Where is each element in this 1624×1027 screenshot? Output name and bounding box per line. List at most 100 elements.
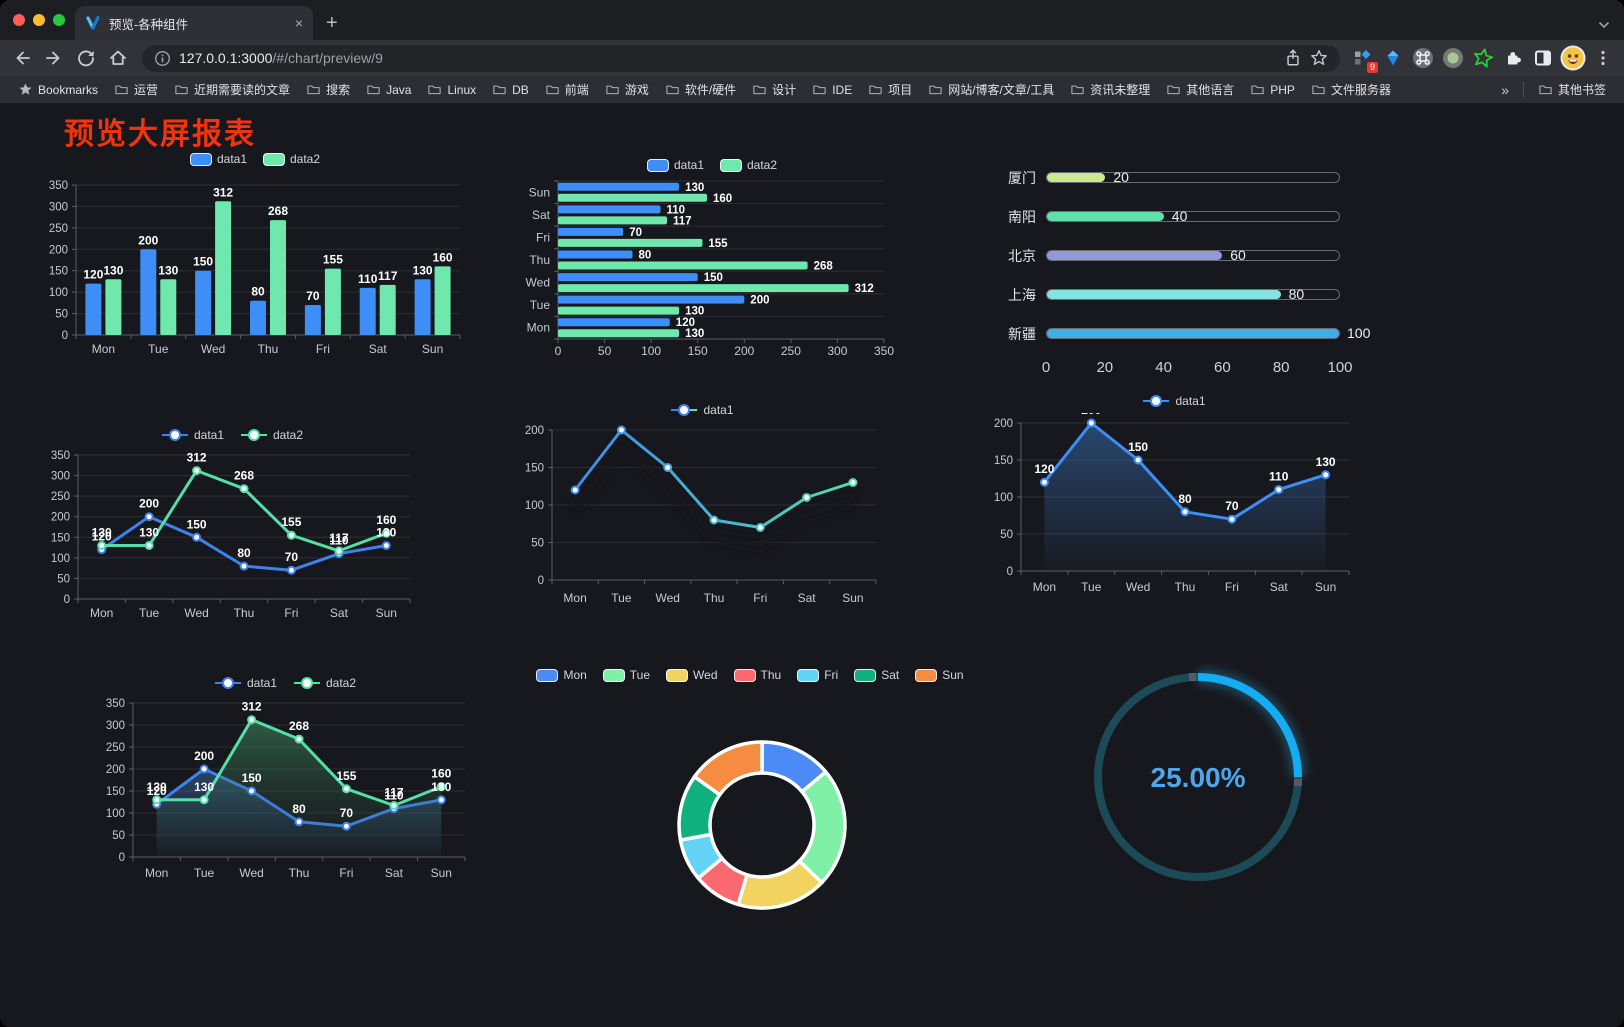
extension-green-dot-circle-icon[interactable] bbox=[1440, 45, 1466, 71]
legend-item[interactable]: data2 bbox=[240, 428, 303, 442]
svg-text:160: 160 bbox=[433, 250, 453, 264]
progress-fill bbox=[1047, 329, 1339, 338]
split-square-icon[interactable] bbox=[1530, 45, 1556, 71]
bookmark-folder[interactable]: PHP bbox=[1242, 82, 1303, 97]
bookmarks-overflow-chevron[interactable]: » bbox=[1501, 81, 1509, 98]
extension-green-star-icon[interactable] bbox=[1470, 45, 1496, 71]
legend-swatch bbox=[536, 668, 559, 682]
svg-text:130: 130 bbox=[158, 263, 178, 277]
progress-label: 北京 bbox=[1008, 247, 1036, 264]
legend-item[interactable]: data1 bbox=[670, 403, 734, 417]
svg-text:150: 150 bbox=[49, 266, 68, 278]
progress-axis: 0 20 40 60 80 100 bbox=[1041, 359, 1353, 376]
legend-item[interactable]: Sun bbox=[915, 668, 964, 682]
reload-button[interactable] bbox=[72, 44, 100, 72]
legend-item[interactable]: Tue bbox=[602, 668, 650, 682]
bookmark-star-icon[interactable] bbox=[1310, 49, 1328, 67]
home-button[interactable] bbox=[104, 44, 132, 72]
progress-row: 北京 60 bbox=[1000, 236, 1340, 275]
bookmark-folder[interactable]: 设计 bbox=[744, 81, 804, 98]
legend-item[interactable]: data1 bbox=[1142, 394, 1206, 408]
legend-item[interactable]: data1 bbox=[214, 676, 277, 690]
extension-grid-diamond-icon[interactable]: 9 bbox=[1350, 45, 1378, 73]
close-window-button[interactable] bbox=[13, 14, 25, 26]
legend-item[interactable]: Thu bbox=[733, 668, 781, 682]
folder-icon bbox=[546, 85, 559, 95]
legend-item[interactable]: Wed bbox=[666, 668, 718, 682]
address-bar[interactable]: 127.0.0.1:3000/#/chart/preview/9 bbox=[142, 44, 1340, 72]
svg-text:200: 200 bbox=[525, 425, 544, 437]
back-button[interactable] bbox=[8, 44, 36, 72]
legend-item[interactable]: data2 bbox=[720, 158, 777, 172]
svg-text:300: 300 bbox=[49, 201, 68, 213]
bookmark-folder[interactable]: Java bbox=[358, 82, 419, 97]
svg-text:Wed: Wed bbox=[239, 866, 263, 880]
svg-text:120: 120 bbox=[147, 784, 167, 798]
svg-text:130: 130 bbox=[685, 328, 704, 340]
single-area-chart: data1 0 50 100 150 200 Mon Tue Wed Thu Fri Sat Sun 12… bbox=[985, 391, 1363, 606]
svg-text:268: 268 bbox=[268, 204, 288, 218]
svg-text:Wed: Wed bbox=[184, 606, 208, 620]
bookmark-folder[interactable]: Linux bbox=[419, 82, 484, 97]
bookmark-folder[interactable]: 资讯未整理 bbox=[1062, 81, 1158, 98]
profile-emoji-avatar[interactable] bbox=[1560, 45, 1586, 71]
legend-item[interactable]: data2 bbox=[263, 152, 320, 166]
site-info-icon[interactable] bbox=[154, 50, 171, 67]
svg-text:Sun: Sun bbox=[529, 185, 550, 199]
svg-text:Sat: Sat bbox=[330, 606, 349, 620]
line-svg: 0 50 100 150 200 Mon Tue Wed Thu Fri Sat Sun bbox=[525, 425, 877, 605]
legend-item[interactable]: Mon bbox=[536, 668, 587, 682]
svg-text:130: 130 bbox=[139, 526, 159, 540]
bookmark-folder[interactable]: 项目 bbox=[860, 81, 920, 98]
svg-text:350: 350 bbox=[106, 698, 125, 710]
share-icon[interactable] bbox=[1284, 49, 1302, 67]
bookmark-folder[interactable]: 网站/博客/文章/工具 bbox=[920, 81, 1062, 98]
zoom-window-button[interactable] bbox=[53, 14, 65, 26]
svg-text:120: 120 bbox=[676, 317, 695, 329]
svg-text:150: 150 bbox=[1128, 440, 1148, 454]
bookmark-folder[interactable]: 运营 bbox=[106, 81, 166, 98]
new-tab-button[interactable]: + bbox=[326, 12, 338, 34]
tab-search-chevron-icon[interactable] bbox=[1598, 16, 1610, 34]
legend-label: data1 bbox=[216, 152, 247, 166]
svg-text:70: 70 bbox=[629, 227, 642, 239]
legend-label: data2 bbox=[326, 676, 357, 690]
bookmark-folder[interactable]: IDE bbox=[804, 82, 860, 97]
forward-button[interactable] bbox=[40, 44, 68, 72]
bookmarks-root-item[interactable]: Bookmarks bbox=[10, 82, 106, 97]
svg-text:70: 70 bbox=[1225, 499, 1239, 513]
bookmark-folder[interactable]: 软件/硬件 bbox=[657, 81, 744, 98]
legend-item[interactable]: data1 bbox=[646, 158, 704, 172]
extension-blue-gem-icon[interactable] bbox=[1380, 45, 1406, 71]
svg-text:300: 300 bbox=[51, 471, 70, 483]
browser-tab[interactable]: 预览-各种组件 × bbox=[75, 6, 313, 40]
chart-legend: data1 data2 bbox=[42, 425, 422, 445]
svg-text:268: 268 bbox=[289, 719, 309, 733]
bookmark-folder[interactable]: 其他语言 bbox=[1158, 81, 1242, 98]
bookmark-folder[interactable]: 近期需要读的文章 bbox=[166, 81, 298, 98]
bookmark-folder[interactable]: 前端 bbox=[537, 81, 597, 98]
legend-item[interactable]: Fri bbox=[797, 668, 838, 682]
tab-close-icon[interactable]: × bbox=[294, 15, 303, 31]
minimize-window-button[interactable] bbox=[33, 14, 45, 26]
bookmark-folder[interactable]: DB bbox=[484, 82, 537, 97]
extensions-puzzle-icon[interactable] bbox=[1500, 45, 1526, 71]
svg-text:160: 160 bbox=[713, 193, 732, 205]
legend-label: data1 bbox=[246, 676, 277, 690]
svg-text:117: 117 bbox=[329, 531, 349, 545]
legend-item[interactable]: data2 bbox=[293, 676, 356, 690]
svg-text:200: 200 bbox=[138, 233, 158, 247]
progress-fill bbox=[1047, 251, 1223, 260]
bookmark-folder[interactable]: 游戏 bbox=[597, 81, 657, 98]
bookmark-folder[interactable]: 搜索 bbox=[298, 81, 358, 98]
legend-item[interactable]: data1 bbox=[189, 152, 247, 166]
browser-menu-dots-icon[interactable] bbox=[1590, 45, 1616, 71]
url-text[interactable]: 127.0.0.1:3000/#/chart/preview/9 bbox=[179, 50, 1276, 66]
bookmark-folder[interactable]: 文件服务器 bbox=[1303, 81, 1399, 98]
legend-item[interactable]: Sat bbox=[854, 668, 899, 682]
legend-item[interactable]: data1 bbox=[161, 428, 224, 442]
svg-text:200: 200 bbox=[49, 244, 68, 256]
extension-command-circle-icon[interactable] bbox=[1410, 45, 1436, 71]
bookmark-folder-list: 运营 近期需要读的文章 搜索 Java Linux DB 前端 游戏 软件/硬件 设计 IDE 项目网… bbox=[106, 81, 1493, 98]
other-bookmarks-item[interactable]: 其他书签 bbox=[1530, 81, 1614, 98]
